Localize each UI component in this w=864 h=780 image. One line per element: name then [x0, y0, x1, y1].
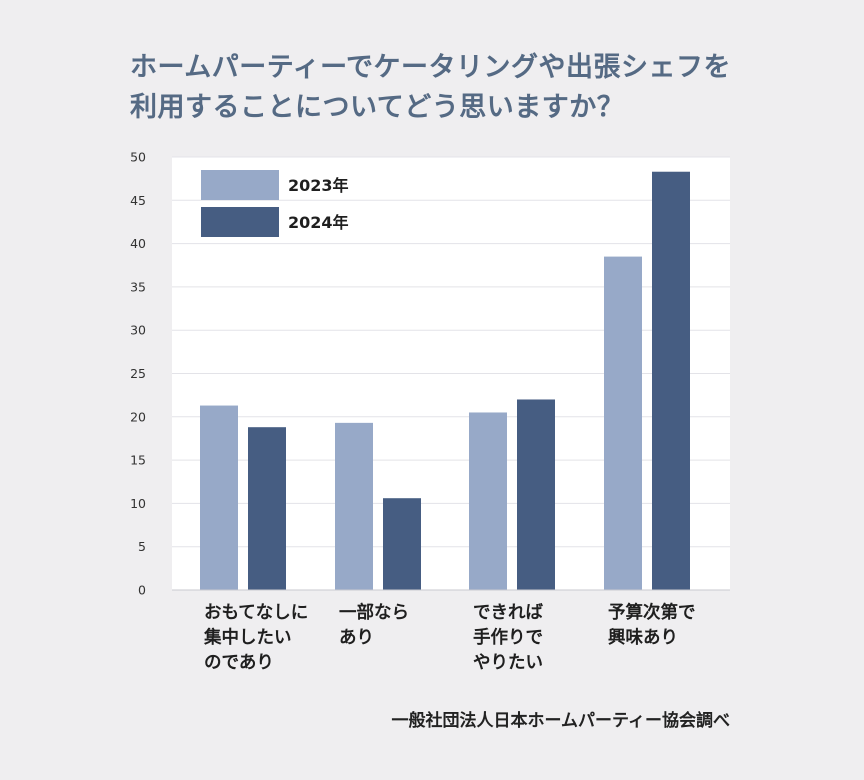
y-tick-label: 15 [130, 453, 146, 468]
legend-swatch-2024 [201, 207, 279, 237]
y-tick-label: 0 [138, 583, 146, 598]
x-category-label: 興味あり [608, 627, 678, 648]
bar-2023-cat-1 [200, 405, 238, 590]
bars [200, 171, 690, 591]
x-category-label: やりたい [473, 653, 543, 673]
bar-2023-cat-3 [469, 412, 507, 590]
x-category-label: できれば [473, 603, 543, 623]
legend-swatch-2023 [201, 170, 279, 200]
x-category-label: 手作りで [473, 627, 543, 648]
legend-label-2024: 2024年 [288, 213, 349, 232]
y-tick-label: 35 [130, 279, 146, 294]
chart-title-line-2: 利用することについてどう思いますか？ [130, 92, 625, 123]
bar-2024-cat-1 [248, 427, 286, 590]
x-category-label: あり [339, 628, 374, 648]
x-category-label: 一部なら [339, 602, 409, 623]
y-tick-label: 50 [130, 150, 146, 165]
source-note: 一般社団法人日本ホームパーティー協会調べ [391, 711, 730, 731]
y-tick-label: 30 [130, 323, 146, 338]
bar-2023-cat-4 [604, 256, 642, 590]
y-tick-label: 10 [130, 496, 146, 511]
bar-2024-cat-4 [652, 171, 690, 591]
legend: 2023年 2024年 [201, 170, 349, 237]
x-category-label: おもてなしに [204, 603, 308, 623]
y-tick-label: 20 [130, 409, 146, 424]
x-category-label: 予算次第で [608, 602, 696, 623]
legend-label-2023: 2023年 [288, 176, 349, 195]
x-category-label: のであり [204, 653, 274, 673]
y-tick-label: 25 [130, 366, 146, 381]
x-category-label: 集中したい [203, 627, 292, 648]
bar-2024-cat-3 [517, 399, 555, 590]
y-tick-label: 45 [130, 193, 146, 208]
chart-title-line-1: ホームパーティーでケータリングや出張シェフを [130, 52, 731, 83]
y-axis-tick-labels: 0 5 10 15 20 25 30 35 40 45 50 [130, 150, 146, 598]
y-tick-label: 40 [130, 236, 146, 251]
bar-2023-cat-2 [335, 422, 373, 590]
chart-title: ホームパーティーでケータリングや出張シェフを 利用することについてどう思いますか… [130, 48, 810, 128]
bar-2024-cat-2 [383, 498, 421, 590]
y-tick-label: 5 [138, 539, 146, 554]
